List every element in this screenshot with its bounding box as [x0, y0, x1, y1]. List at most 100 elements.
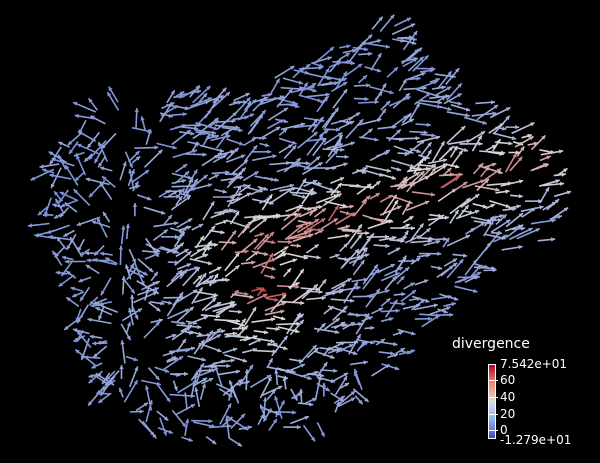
arrow-icon [368, 85, 394, 94]
arrow-head-icon [155, 281, 160, 285]
arrow-icon [486, 182, 513, 186]
arrow-head-icon [209, 275, 214, 280]
arrow-head-icon [453, 296, 459, 301]
arrow-head-icon [253, 335, 258, 340]
arrow-head-icon [304, 231, 309, 236]
arrow-head-icon [322, 137, 327, 142]
arrow-head-icon [42, 168, 47, 173]
arrow-head-icon [100, 290, 105, 296]
arrow-head-icon [37, 211, 43, 216]
arrow-head-icon [163, 229, 168, 234]
arrow-head-icon [368, 316, 373, 321]
arrow-head-icon [515, 125, 520, 130]
arrow-head-icon [214, 134, 220, 139]
arrow-head-icon [330, 354, 335, 359]
arrow-head-icon [201, 383, 206, 388]
arrow-head-icon [222, 189, 227, 194]
arrow-head-icon [529, 136, 534, 141]
arrow-head-icon [405, 223, 410, 228]
arrow-head-icon [78, 278, 83, 283]
arrow-head-icon [77, 330, 82, 336]
arrow-head-icon [457, 101, 462, 106]
arrow-icon [271, 335, 289, 357]
arrow-head-icon [441, 85, 446, 90]
arrow-icon [161, 355, 184, 372]
arrow-icon [391, 159, 415, 168]
arrow-head-icon [163, 416, 169, 421]
arrow-head-icon [424, 200, 430, 205]
arrow-head-icon [279, 95, 284, 100]
arrow-head-icon [319, 373, 324, 378]
arrow-icon [353, 34, 373, 53]
arrow-icon [64, 164, 79, 187]
arrow-head-icon [238, 171, 243, 176]
arrow-head-icon [385, 44, 390, 49]
arrow-head-icon [381, 108, 386, 114]
arrow-head-icon [411, 226, 415, 231]
arrow-head-icon [235, 125, 240, 130]
arrow-head-icon [186, 193, 191, 198]
arrow-head-icon [288, 239, 293, 245]
arrow-icon [87, 318, 112, 325]
arrow-head-icon [210, 201, 215, 206]
arrow-head-icon [193, 169, 198, 174]
arrow-head-icon [476, 265, 482, 270]
arrow-head-icon [184, 371, 188, 377]
arrow-head-icon [59, 191, 65, 196]
arrow-head-icon [314, 347, 319, 352]
arrow-head-icon [281, 294, 286, 299]
arrow-head-icon [84, 157, 89, 162]
arrow-head-icon [133, 380, 138, 385]
arrow-head-icon [118, 387, 123, 393]
arrow-head-icon [512, 153, 517, 158]
arrow-head-icon [311, 436, 315, 442]
arrow-head-icon [214, 273, 219, 279]
legend-tickmark [488, 414, 498, 415]
arrow-head-icon [395, 272, 400, 277]
arrow-head-icon [443, 309, 448, 314]
arrow-head-icon [269, 231, 274, 237]
arrow-head-icon [306, 289, 311, 294]
arrow-head-icon [233, 171, 238, 177]
arrow-head-icon [66, 271, 71, 276]
arrow-head-icon [318, 65, 323, 70]
arrow-icon [171, 185, 196, 188]
arrow-head-icon [398, 331, 404, 336]
arrow-head-icon [214, 118, 219, 123]
arrow-head-icon [94, 251, 99, 256]
arrow-head-icon [405, 93, 410, 98]
arrow-head-icon [235, 369, 241, 374]
arrow-head-icon [98, 398, 103, 403]
arrow-icon [280, 212, 302, 231]
arrow-head-icon [393, 341, 398, 347]
arrow-head-icon [357, 63, 363, 68]
arrow-head-icon [269, 200, 274, 205]
arrow-head-icon [232, 347, 238, 352]
arrow-head-icon [451, 302, 456, 307]
arrow-head-icon [370, 340, 375, 345]
arrow-icon [355, 312, 370, 335]
arrow-head-icon [480, 222, 485, 227]
arrow-head-icon [366, 237, 371, 242]
arrow-icon [373, 340, 398, 346]
arrow-head-icon [415, 257, 421, 262]
arrow-head-icon [437, 265, 443, 271]
arrow-icon [133, 262, 145, 286]
arrow-head-icon [336, 189, 341, 195]
arrow-icon [509, 227, 534, 241]
arrow-icon [530, 219, 556, 225]
arrow-icon [197, 333, 222, 347]
arrow-head-icon [227, 392, 233, 397]
arrow-head-icon [289, 183, 294, 188]
arrow-icon [192, 85, 212, 104]
arrow-head-icon [243, 107, 248, 113]
arrow-head-icon [431, 167, 436, 172]
arrow-head-icon [480, 131, 486, 136]
arrow-head-icon [373, 264, 378, 269]
arrow-head-icon [410, 23, 416, 28]
arrow-head-icon [58, 141, 63, 146]
arrow-head-icon [385, 234, 390, 239]
arrow-head-icon [34, 233, 39, 238]
arrow-head-icon [429, 236, 434, 241]
